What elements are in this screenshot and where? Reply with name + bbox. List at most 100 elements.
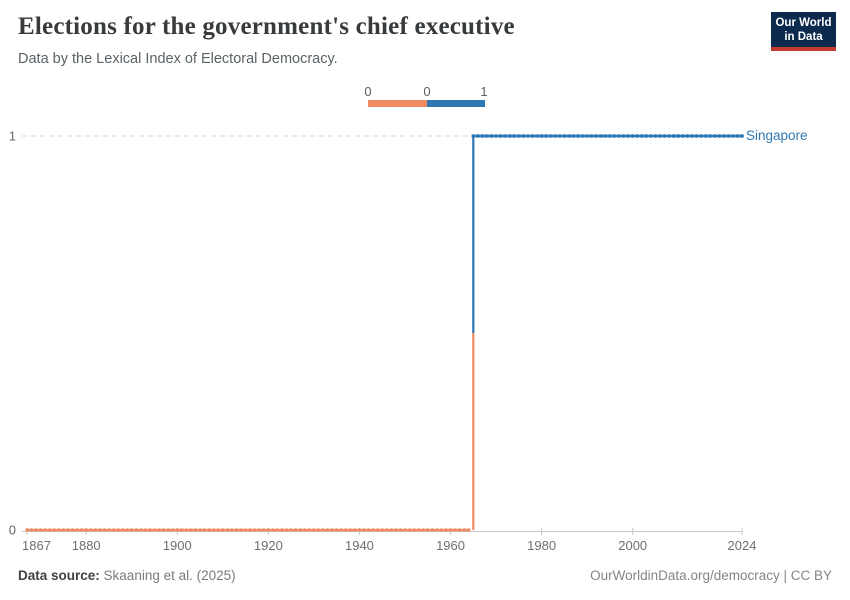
data-point-marker xyxy=(512,134,516,138)
data-point-marker xyxy=(207,528,211,532)
x-tick-label: 1940 xyxy=(345,538,374,553)
data-point-marker xyxy=(257,528,261,532)
data-point-marker xyxy=(462,528,466,532)
data-point-marker xyxy=(740,134,744,138)
data-point-marker xyxy=(421,528,425,532)
data-point-marker xyxy=(312,528,316,532)
data-point-marker xyxy=(476,134,480,138)
data-point-marker xyxy=(66,528,70,532)
data-point-marker xyxy=(243,528,248,532)
data-point-marker xyxy=(631,134,635,138)
data-point-marker xyxy=(275,528,280,532)
data-point-marker xyxy=(435,528,439,532)
data-point-marker xyxy=(125,528,129,532)
data-point-marker xyxy=(38,528,43,532)
data-point-marker xyxy=(430,528,435,532)
x-tick-label: 1880 xyxy=(72,538,101,553)
data-point-marker xyxy=(57,528,61,532)
data-point-marker xyxy=(366,528,371,532)
data-point-marker xyxy=(649,134,653,138)
data-point-marker xyxy=(225,528,230,532)
data-point-marker xyxy=(43,528,47,532)
data-point-marker xyxy=(685,134,690,138)
data-point-marker xyxy=(353,528,357,532)
data-point-marker xyxy=(371,528,375,532)
data-point-marker xyxy=(603,134,608,138)
data-point-marker xyxy=(330,528,334,532)
data-point-marker xyxy=(139,528,143,532)
data-point-marker xyxy=(681,134,685,138)
color-legend: 0 0 1 xyxy=(364,84,488,107)
data-point-marker xyxy=(253,528,257,532)
data-point-marker xyxy=(403,528,407,532)
data-point-marker xyxy=(198,528,202,532)
data-point-marker xyxy=(558,134,562,138)
data-point-marker xyxy=(448,528,453,532)
data-point-marker xyxy=(303,528,307,532)
owid-logo-line2: in Data xyxy=(784,31,823,43)
data-point-marker xyxy=(544,134,548,138)
legend-swatch-0 xyxy=(368,100,427,107)
y-tick-label: 0 xyxy=(9,523,16,538)
data-point-marker xyxy=(193,528,198,532)
data-point-marker xyxy=(61,528,66,532)
data-point-marker xyxy=(662,134,667,138)
data-point-marker xyxy=(248,528,252,532)
data-point-marker xyxy=(494,134,498,138)
data-point-marker xyxy=(389,528,394,532)
data-point-marker xyxy=(644,134,649,138)
data-point-marker xyxy=(234,528,239,532)
data-point-marker xyxy=(708,134,712,138)
data-point-marker xyxy=(590,134,594,138)
data-point-marker xyxy=(576,134,580,138)
data-point-marker xyxy=(667,134,671,138)
legend-tick-label: 0 xyxy=(364,84,372,99)
x-tick-label: 1900 xyxy=(163,538,192,553)
data-source-value: Skaaning et al. (2025) xyxy=(103,568,236,583)
data-point-marker xyxy=(262,528,266,532)
data-point-marker xyxy=(517,134,521,138)
data-point-marker xyxy=(485,134,489,138)
data-point-marker xyxy=(398,528,403,532)
entity-label: Singapore xyxy=(746,128,808,143)
data-source-note: Data source: Skaaning et al. (2025) xyxy=(18,568,236,583)
data-point-marker xyxy=(357,528,362,532)
data-point-marker xyxy=(549,134,553,138)
data-point-marker xyxy=(489,134,494,138)
data-point-marker xyxy=(184,528,189,532)
legend-tick-label: 1 xyxy=(480,84,488,99)
data-point-marker xyxy=(467,528,471,532)
data-point-marker xyxy=(412,528,416,532)
data-point-marker xyxy=(521,134,526,138)
data-point-marker xyxy=(344,528,348,532)
data-point-marker xyxy=(289,528,293,532)
legend-tick-label: 0 xyxy=(423,84,431,99)
data-point-marker xyxy=(34,528,38,532)
data-point-marker xyxy=(161,528,166,532)
data-point-marker xyxy=(339,528,343,532)
owid-logo-line1: Our World xyxy=(775,17,832,29)
data-point-marker xyxy=(480,134,485,138)
data-point-marker xyxy=(130,528,134,532)
data-point-marker xyxy=(530,134,535,138)
data-point-marker xyxy=(120,528,125,532)
data-point-marker xyxy=(175,528,179,532)
data-point-marker xyxy=(157,528,161,532)
owid-logo[interactable]: Our World in Data xyxy=(771,12,836,51)
data-point-marker xyxy=(690,134,694,138)
x-tick-label: 1960 xyxy=(436,538,465,553)
data-point-marker xyxy=(75,528,79,532)
data-point-marker xyxy=(653,134,658,138)
data-point-marker xyxy=(148,528,152,532)
data-point-marker xyxy=(617,134,621,138)
data-point-marker xyxy=(508,134,512,138)
rights-link[interactable]: OurWorldinData.org/democracy | CC BY xyxy=(590,568,832,583)
data-point-marker xyxy=(526,134,530,138)
data-point-marker xyxy=(580,134,585,138)
data-point-marker xyxy=(717,134,721,138)
data-point-marker xyxy=(143,528,148,532)
data-point-marker xyxy=(621,134,626,138)
data-point-marker xyxy=(567,134,571,138)
data-point-marker xyxy=(658,134,662,138)
data-point-marker xyxy=(562,134,567,138)
